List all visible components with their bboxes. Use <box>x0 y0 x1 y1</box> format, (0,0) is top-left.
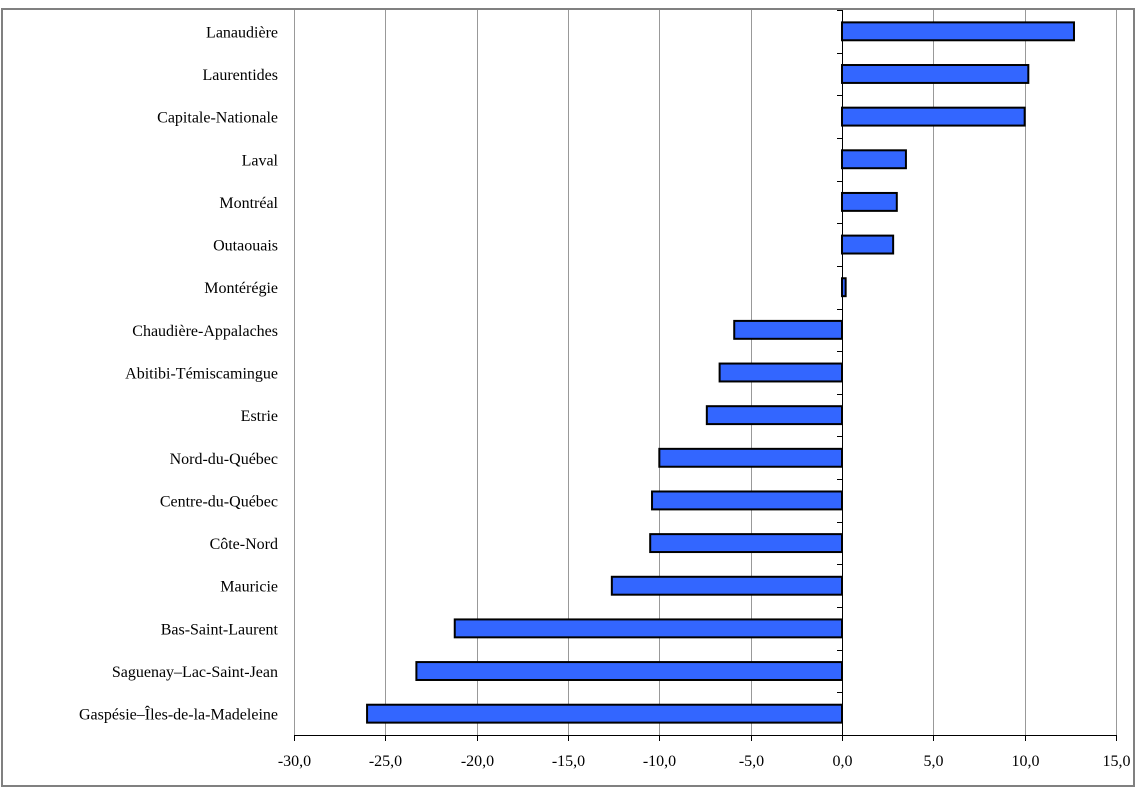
x-tick-label: -5,0 <box>739 753 764 770</box>
category-label: Montérégie <box>204 280 278 297</box>
category-label: Bas-Saint-Laurent <box>161 621 279 638</box>
bar <box>841 234 895 255</box>
bar <box>610 575 844 596</box>
labels-layer: -30,0 -25,0 -20,0 -15,0 -10,0 -5,0 0,0 5,0 10,0 1… <box>79 24 1131 770</box>
category-label: Abitibi-Témiscamingue <box>125 366 278 383</box>
bar <box>415 661 843 681</box>
bar <box>841 191 898 212</box>
bar <box>658 447 843 468</box>
bar <box>841 21 1075 42</box>
x-tick-label: -10,0 <box>643 753 676 770</box>
bar <box>841 149 907 170</box>
bars-layer <box>366 21 1075 724</box>
category-label: Mauricie <box>220 579 278 596</box>
bar <box>841 106 1026 127</box>
category-label: Gaspésie–Îles-de-la-Madeleine <box>79 705 278 724</box>
axis-layer <box>294 10 1117 741</box>
x-tick-label: 0,0 <box>833 753 853 770</box>
category-label: Capitale-Nationale <box>157 110 278 127</box>
x-tick-label: 10,0 <box>1012 753 1040 770</box>
category-label: Montréal <box>219 195 278 212</box>
x-tick-label: -20,0 <box>461 753 494 770</box>
category-label: Laurentides <box>202 67 278 84</box>
x-tick-label: 15,0 <box>1103 753 1131 770</box>
bar <box>733 319 844 340</box>
bar <box>453 618 843 639</box>
category-label: Saguenay–Lac-Saint-Jean <box>112 664 278 681</box>
bar <box>651 490 843 511</box>
x-tick-label: -25,0 <box>369 753 402 770</box>
x-tick-label: -15,0 <box>552 753 585 770</box>
x-tick-label: 5,0 <box>924 753 944 770</box>
bar <box>718 362 844 383</box>
category-label: Centre-du-Québec <box>160 493 278 510</box>
bar <box>366 703 843 724</box>
category-label: Chaudière-Appalaches <box>132 323 278 340</box>
category-label: Côte-Nord <box>210 536 278 553</box>
category-label: Outaouais <box>213 238 278 255</box>
bar <box>841 64 1030 84</box>
bar <box>649 533 844 554</box>
category-label: Lanaudière <box>206 24 278 41</box>
bar <box>705 405 843 426</box>
x-tick-label: -30,0 <box>278 753 311 770</box>
category-label: Nord-du-Québec <box>170 451 278 468</box>
category-label: Estrie <box>241 408 278 425</box>
category-label: Laval <box>242 152 279 169</box>
